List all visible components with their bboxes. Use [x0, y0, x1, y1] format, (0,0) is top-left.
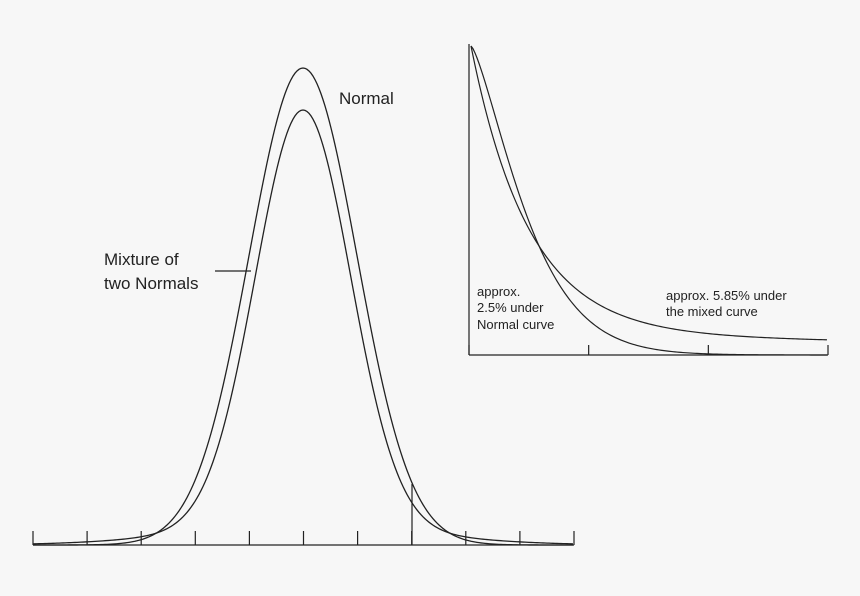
- inset-normal-annotation-line1: approx.: [477, 284, 520, 299]
- inset-mixed-annotation-line2: the mixed curve: [666, 304, 758, 319]
- inset-normal-annotation-line2: 2.5% under: [477, 300, 544, 315]
- mixture-label-line1: Mixture of: [104, 250, 179, 269]
- inset-mixture-tail-curve: [470, 45, 828, 341]
- main-axis: [32, 484, 575, 546]
- normal-label: Normal: [339, 89, 394, 108]
- inset-normal-annotation-line3: Normal curve: [477, 317, 554, 332]
- mixture-label-line2: two Normals: [104, 274, 198, 293]
- inset-axis-ticks: [468, 345, 829, 355]
- main-axis-ticks: [32, 531, 575, 545]
- mixture-curve: [32, 109, 574, 545]
- inset-mixed-annotation-line1: approx. 5.85% under: [666, 288, 787, 303]
- inset-normal-tail-curve: [470, 45, 827, 356]
- normal-curve: [33, 67, 573, 546]
